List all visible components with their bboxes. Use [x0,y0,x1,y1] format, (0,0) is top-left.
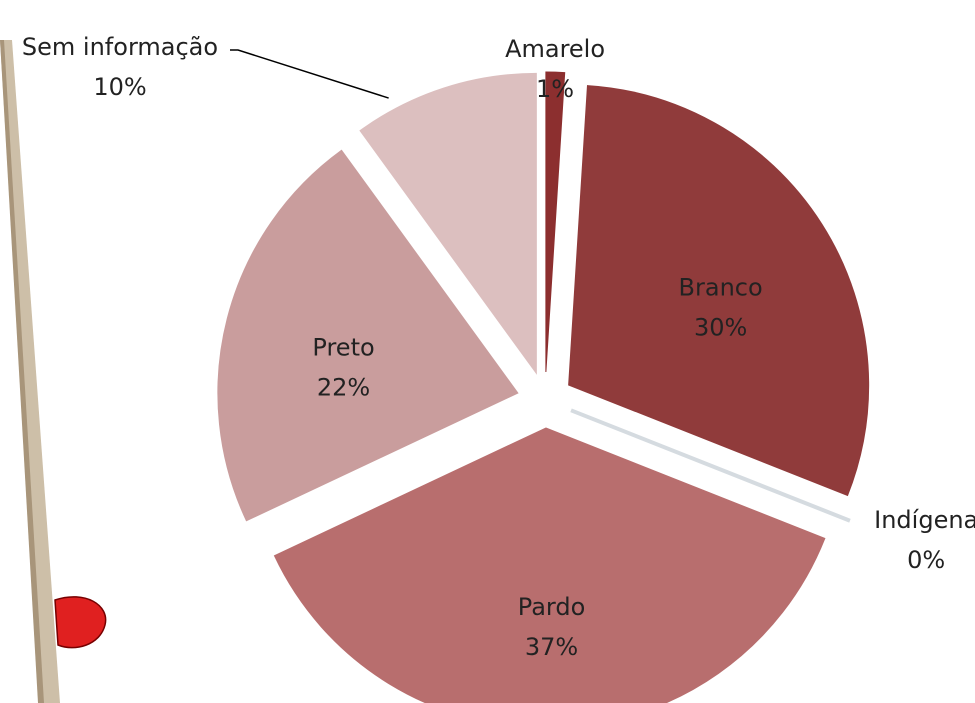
chart: Amarelo 1% Branco 30% Indígena 0% Pardo 37% Pret… [0,0,975,703]
slice-label: Amarelo [505,35,605,63]
slice-label: Preto [312,333,374,361]
pie-slice [546,72,565,372]
slice-label: Branco [679,274,763,302]
decor-bar-shade [0,40,44,703]
slice-value-label: 37% [525,633,578,661]
slice-value-label: 22% [317,373,370,401]
slice-label: Sem informação [22,33,218,61]
slice-value-label: 0% [907,546,945,574]
decor-balloon [55,597,106,648]
slice-value-label: 1% [536,75,574,103]
leader-line [230,50,389,98]
slice-value-label: 10% [93,73,146,101]
slice-label: Pardo [518,593,585,621]
slice-value-label: 30% [694,314,747,342]
slice-label: Indígena [874,506,975,534]
